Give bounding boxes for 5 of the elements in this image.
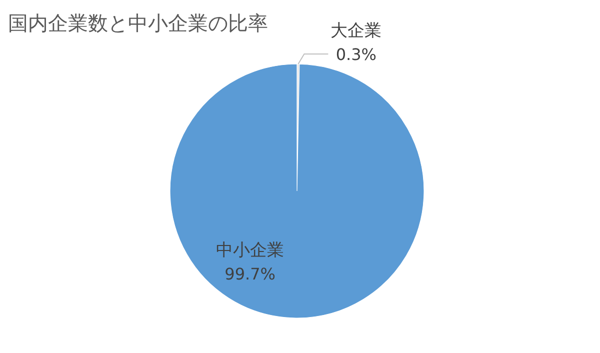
data-label: 0.3% <box>336 45 377 64</box>
data-label: 99.7% <box>224 264 276 284</box>
slice-label: 中小企業 <box>216 240 284 261</box>
chart-title: 国内企業数と中小企業の比率 <box>8 11 268 35</box>
slice-label: 大企業 <box>330 21 382 42</box>
